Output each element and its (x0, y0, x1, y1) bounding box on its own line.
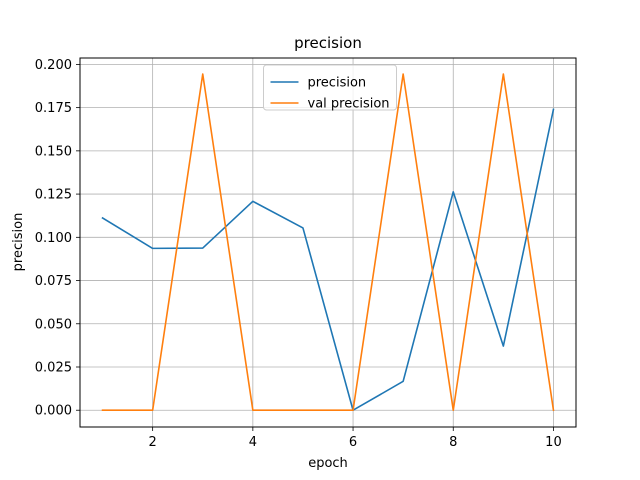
y-tick-label: 0.075 (35, 274, 72, 289)
y-tick-label: 0.175 (35, 101, 72, 116)
y-axis: 0.000 0.025 0.050 0.075 0.100 0.125 0.150 0.175… (35, 58, 80, 419)
x-tick-label: 2 (149, 435, 157, 450)
x-axis: 2 4 6 8 10 (149, 427, 562, 450)
series-lines (101, 73, 555, 412)
y-tick-label: 0.100 (35, 231, 72, 246)
y-tick-label: 0.025 (35, 360, 72, 375)
legend: precision val precision (263, 64, 397, 112)
series-line-precision (101, 108, 555, 412)
y-axis-label: precision (11, 213, 26, 272)
legend-label: precision (308, 76, 367, 91)
grid-lines (80, 58, 576, 427)
legend-box (263, 64, 397, 111)
y-tick-label: 0.050 (35, 317, 72, 332)
y-tick-label: 0.125 (35, 188, 72, 203)
y-tick-label: 0.150 (35, 144, 72, 159)
plot-area (80, 58, 576, 427)
plot-frame (79, 57, 577, 428)
x-tick-label: 4 (249, 435, 257, 450)
y-tick-label: 0.200 (35, 58, 72, 73)
legend-label: val precision (308, 97, 390, 112)
x-tick-label: 6 (349, 435, 357, 450)
x-tick-label: 8 (449, 435, 457, 450)
x-tick-label: 10 (545, 435, 562, 450)
chart-title: precision (294, 34, 362, 52)
series-line-val-precision (101, 73, 555, 412)
x-axis-label: epoch (308, 456, 348, 471)
y-tick-label: 0.000 (35, 404, 72, 419)
